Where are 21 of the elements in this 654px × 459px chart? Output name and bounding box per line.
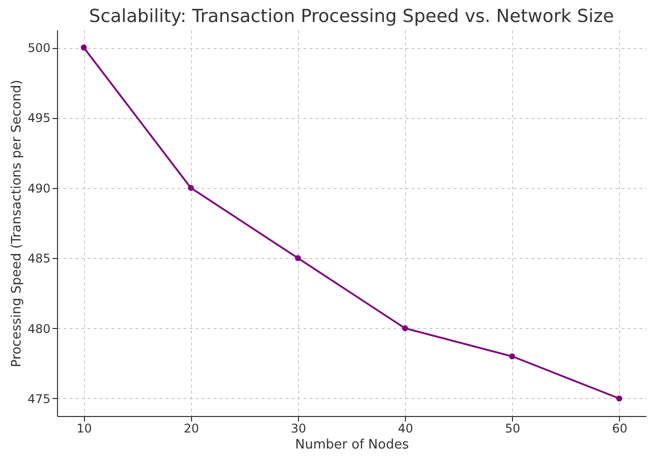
x-tick-label: 50 — [504, 422, 520, 436]
point — [616, 395, 622, 402]
y-tick-label: 475 — [28, 392, 50, 406]
x-tick-label: 20 — [184, 422, 200, 436]
point — [402, 325, 408, 332]
point — [509, 353, 516, 360]
chart-title: Scalability: Transaction Processing Speed vs. Network Size — [89, 6, 614, 27]
x-tick-label: 40 — [398, 422, 414, 436]
x-tick-label: 10 — [76, 422, 92, 436]
x-tick-label: 60 — [612, 422, 628, 436]
y-tick-label: 500 — [28, 41, 50, 56]
y-axis-title: Processing Speed (Transactions per Second) — [10, 80, 25, 368]
x-axis-title: Number of Nodes — [295, 438, 410, 452]
y-tick-label: 485 — [28, 252, 50, 266]
x-tick-label: 30 — [290, 422, 306, 436]
y-tick-label: 490 — [28, 181, 50, 196]
y-tick-label: 480 — [28, 322, 50, 336]
point — [294, 255, 301, 262]
point — [80, 44, 87, 51]
point — [188, 184, 194, 191]
y-tick-label: 495 — [28, 111, 50, 126]
